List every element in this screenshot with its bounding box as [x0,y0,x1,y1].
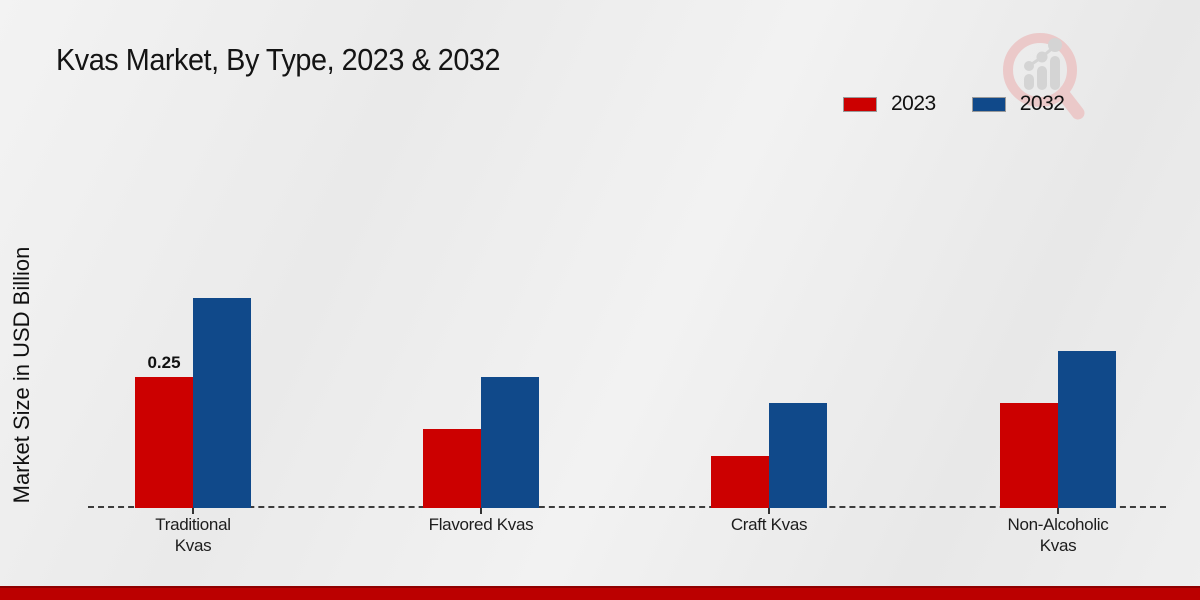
bar-2023-craft-kvas [711,456,769,508]
bar-2023-traditional-kvas [135,377,193,508]
bottom-red-band [0,586,1200,600]
page-title: Kvas Market, By Type, 2023 & 2032 [56,42,501,77]
x-axis-tick-flavored-kvas [480,508,482,514]
bar-2023-non-alcoholic-kvas [1000,403,1058,508]
legend-swatch-2032 [971,96,1006,112]
x-axis-tick-traditional-kvas [192,508,194,514]
legend-label-2023: 2023 [891,92,936,115]
x-axis-label-non-alcoholic-kvas: Non-Alcoholic Kvas [1007,515,1109,555]
bar-2032-craft-kvas [769,403,827,508]
x-axis-label-flavored-kvas: Flavored Kvas [428,515,534,534]
x-axis-label-craft-kvas: Craft Kvas [730,515,808,534]
x-axis-tick-non-alcoholic-kvas [1057,508,1059,514]
bar-2032-non-alcoholic-kvas [1058,351,1116,508]
market-research-future-logo-icon [1003,33,1085,120]
bar-2032-traditional-kvas [193,298,251,508]
legend-swatch-2023 [843,96,877,112]
legend: 2023 2032 [843,92,1086,116]
legend-label-2032: 2032 [1019,92,1065,115]
bar-2032-flavored-kvas [481,377,539,508]
bar-value-label-2023-traditional-kvas: 0.25 [147,353,181,372]
x-axis-label-traditional-kvas: Traditional Kvas [155,515,231,555]
x-axis-baseline [88,506,1166,508]
bar-2023-flavored-kvas [423,429,481,508]
x-axis-tick-craft-kvas [768,508,770,514]
